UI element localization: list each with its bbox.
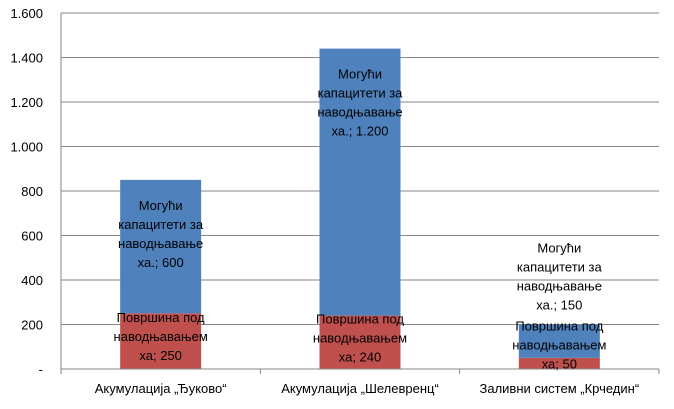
data-label-possible-capacity: ха.; 150 xyxy=(536,298,582,313)
y-tick-label: - xyxy=(39,362,43,377)
bar-possible-capacity xyxy=(319,48,401,316)
data-label-possible-capacity: капацитети за xyxy=(517,260,603,275)
data-label-possible-capacity: ха.; 600 xyxy=(138,255,184,270)
bar-irrigated-area xyxy=(518,357,600,369)
data-label-irrigated-area: наводњавањем xyxy=(512,338,606,353)
bar-possible-capacity xyxy=(120,179,202,314)
data-label-possible-capacity: Могући xyxy=(537,241,581,256)
x-tick-label: Заливни систем „Крчедин“ xyxy=(480,381,640,396)
data-label-irrigated-area: Површина под xyxy=(117,310,205,325)
data-label-irrigated-area: Површина под xyxy=(515,319,603,334)
data-label-possible-capacity: наводњавање xyxy=(118,236,203,251)
data-label-possible-capacity: капацитети за xyxy=(318,86,404,101)
data-label-possible-capacity: капацитети за xyxy=(118,217,204,232)
x-tick-label: Акумулација „Шелевренц“ xyxy=(281,381,439,396)
y-tick-label: 800 xyxy=(21,184,43,199)
data-label-possible-capacity: наводњавање xyxy=(317,105,402,120)
y-tick-label: 1.200 xyxy=(10,95,43,110)
data-label-possible-capacity: Могући xyxy=(338,67,382,82)
y-tick-label: 600 xyxy=(21,229,43,244)
data-label-irrigated-area: ха; 50 xyxy=(542,357,577,372)
data-label-irrigated-area: Површина под xyxy=(316,311,404,326)
y-tick-label: 1.600 xyxy=(10,6,43,21)
bar-irrigated-area xyxy=(120,313,202,369)
y-tick-label: 1.400 xyxy=(10,51,43,66)
data-label-irrigated-area: ха; 250 xyxy=(139,348,182,363)
y-tick-label: 200 xyxy=(21,318,43,333)
y-tick-label: 1.000 xyxy=(10,140,43,155)
data-label-irrigated-area: ха; 240 xyxy=(339,349,382,364)
bar-irrigated-area xyxy=(319,315,401,369)
data-label-irrigated-area: наводњавањем xyxy=(313,330,407,345)
data-label-possible-capacity: ха.; 1.200 xyxy=(332,124,389,139)
y-tick-label: 400 xyxy=(21,273,43,288)
bar-possible-capacity xyxy=(518,324,600,358)
data-label-possible-capacity: Могући xyxy=(139,198,183,213)
data-label-possible-capacity: наводњавање xyxy=(517,279,602,294)
x-tick-label: Акумулација „Ђуково“ xyxy=(95,381,227,396)
data-label-irrigated-area: наводњавањем xyxy=(114,329,208,344)
